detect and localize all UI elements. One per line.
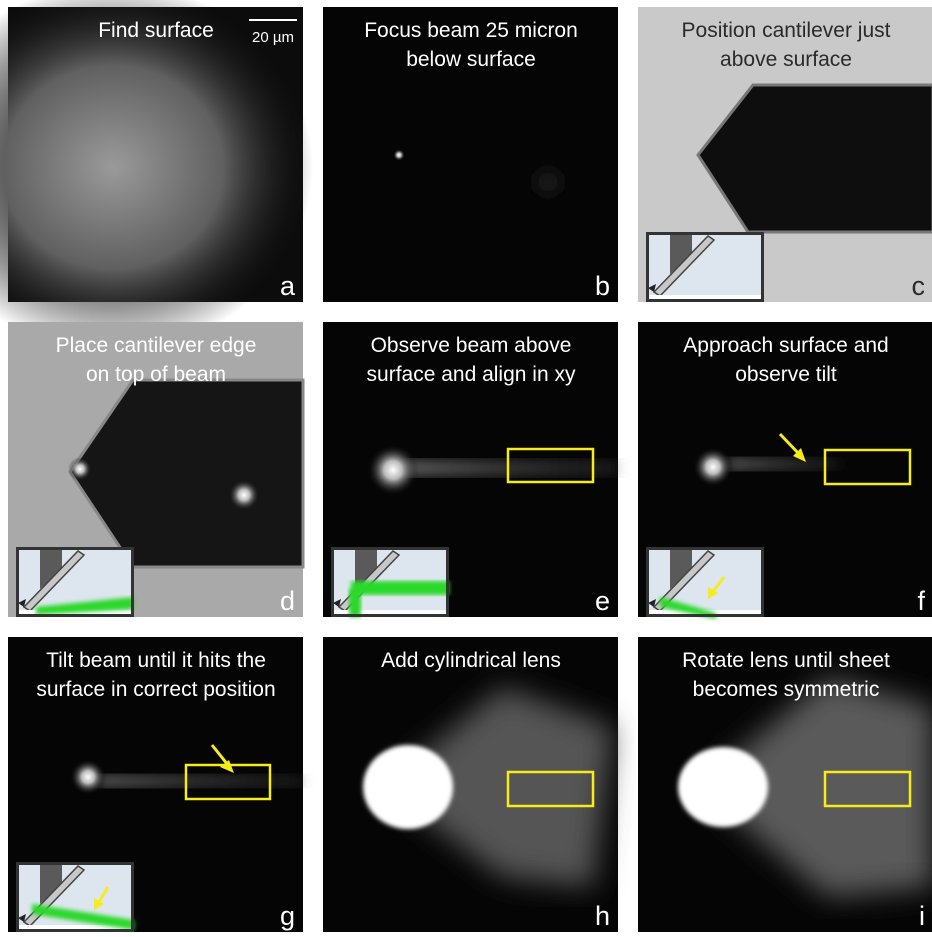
panel-letter: g bbox=[280, 901, 295, 931]
panel-letter: h bbox=[595, 901, 610, 931]
panel-letter: c bbox=[912, 271, 926, 301]
panel-letter: b bbox=[595, 271, 610, 301]
figure: 20 µm Find surface a Focus beam 25 micron… bbox=[0, 0, 932, 937]
panel-letter: e bbox=[595, 586, 610, 616]
panel-caption: Position cantilever just bbox=[682, 19, 891, 42]
panel-caption: above surface bbox=[720, 48, 852, 71]
panel-letter: a bbox=[280, 271, 296, 301]
panel-caption: Find surface bbox=[98, 19, 214, 42]
panel: Tilt beam until it hits the surface in co… bbox=[8, 637, 303, 932]
panel-letter: i bbox=[919, 901, 925, 931]
panel: Focus beam 25 micron below surface b bbox=[323, 7, 618, 302]
panel-letter: f bbox=[917, 586, 925, 616]
panel-caption: observe tilt bbox=[735, 363, 837, 386]
panel-caption: Rotate lens until sheet bbox=[682, 649, 890, 672]
panel-caption: Approach surface and bbox=[683, 334, 888, 357]
panel-caption: Tilt beam until it hits the bbox=[46, 649, 266, 672]
panel: Add cylindrical lens h bbox=[323, 637, 618, 932]
panel-caption: Place cantilever edge bbox=[56, 334, 257, 357]
panel-caption: surface in correct position bbox=[36, 678, 275, 701]
panel-caption: Focus beam 25 micron bbox=[364, 19, 578, 42]
panel-caption: Add cylindrical lens bbox=[381, 649, 561, 672]
panel-caption: Observe beam above bbox=[371, 334, 572, 357]
panel: Approach surface and observe tilt f bbox=[638, 322, 932, 619]
panel: Observe beam above surface and align in x… bbox=[323, 322, 618, 617]
panel-caption: on top of beam bbox=[86, 363, 226, 386]
panel: Rotate lens until sheet becomes symmetric… bbox=[638, 637, 932, 932]
panel-caption: below surface bbox=[406, 48, 536, 71]
panel-caption: surface and align in xy bbox=[367, 363, 576, 386]
panel-caption: becomes symmetric bbox=[693, 678, 880, 701]
panel: Place cantilever edge on top of beam d bbox=[8, 322, 303, 617]
panel: 20 µm Find surface a bbox=[0, 0, 313, 352]
panel: Position cantilever just above surface c bbox=[638, 7, 932, 302]
panel-letter: d bbox=[280, 586, 295, 616]
scale-bar-label: 20 µm bbox=[252, 29, 294, 46]
